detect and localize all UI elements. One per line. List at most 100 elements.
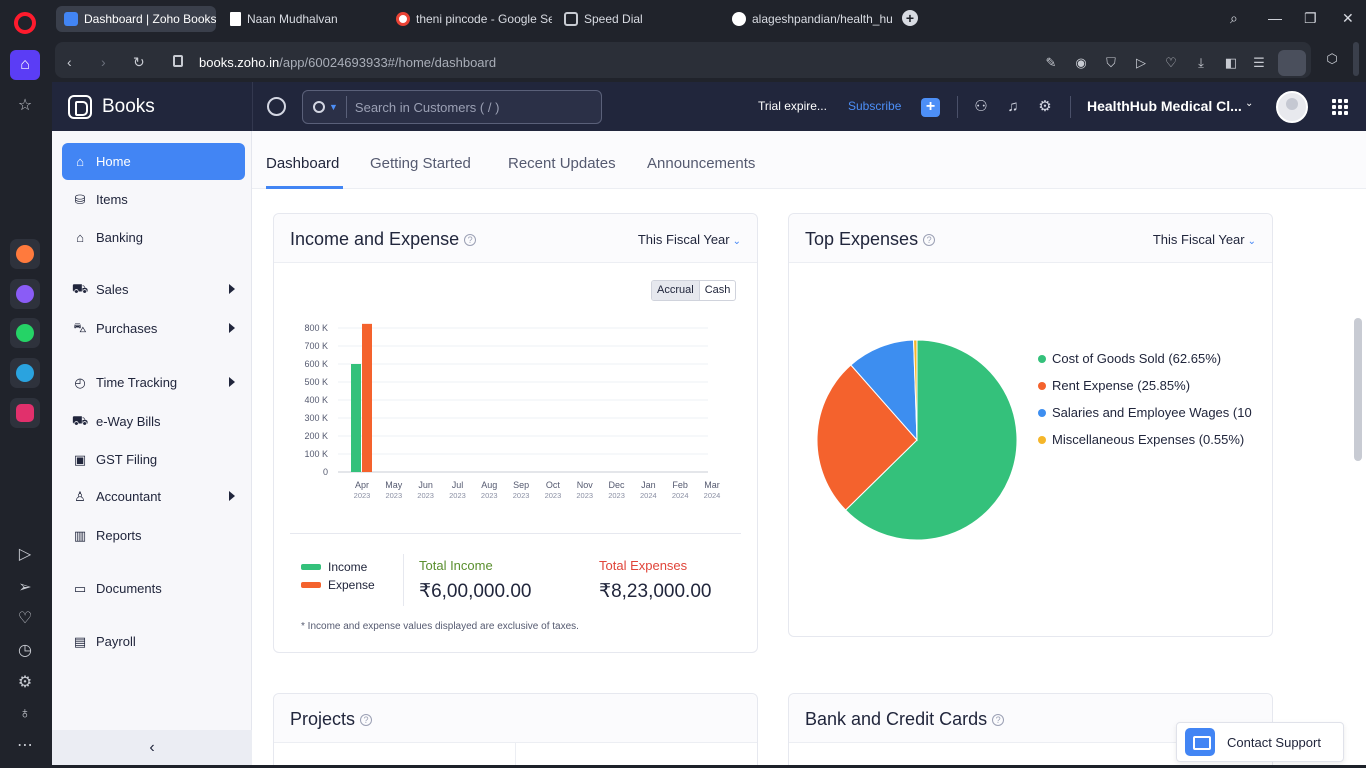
- browser-tab[interactable]: alageshpandian/health_hu: [724, 6, 892, 32]
- sidebar-item-items[interactable]: ⛁ Items: [62, 181, 245, 218]
- instagram-icon[interactable]: [10, 398, 40, 428]
- star-icon[interactable]: ☆: [17, 97, 33, 114]
- pie-legend-item[interactable]: Cost of Goods Sold (62.65%): [1038, 351, 1272, 366]
- settings-icon[interactable]: ⚙: [17, 674, 33, 691]
- search-box[interactable]: ▼: [302, 90, 602, 124]
- close-icon[interactable]: ✕: [1342, 10, 1354, 26]
- messenger-icon[interactable]: [10, 279, 40, 309]
- users-icon[interactable]: ⚇: [974, 98, 988, 115]
- sidebar-item-documents[interactable]: ▭ Documents: [62, 570, 245, 607]
- pie-legend-item[interactable]: Salaries and Employee Wages (10: [1038, 405, 1272, 420]
- sidebar-item-gst-filing[interactable]: ▣ GST Filing: [62, 441, 245, 478]
- chevron-right-icon[interactable]: [229, 377, 235, 387]
- tab-announcements[interactable]: Announcements: [647, 155, 756, 172]
- app-grid-icon[interactable]: [1332, 99, 1348, 115]
- quick-create-button[interactable]: +: [921, 98, 940, 117]
- period-selector[interactable]: This Fiscal Year ⌄: [638, 232, 741, 247]
- bell-icon[interactable]: ♫: [1007, 98, 1019, 115]
- card-header: Top Expenses? This Fiscal Year ⌄: [789, 214, 1272, 263]
- chevron-right-icon[interactable]: [229, 491, 235, 501]
- recent-history-icon[interactable]: [267, 97, 286, 116]
- url-text[interactable]: books.zoho.in/app/60024693933#/home/dash…: [199, 55, 496, 70]
- aria-icon[interactable]: [10, 239, 40, 269]
- chevron-down-icon[interactable]: ▼: [329, 102, 338, 112]
- tab-recent-updates[interactable]: Recent Updates: [508, 155, 616, 172]
- tab-search-icon[interactable]: ⌕: [1230, 10, 1238, 26]
- pie-legend-item[interactable]: Rent Expense (25.85%): [1038, 378, 1272, 393]
- new-tab-icon[interactable]: +: [902, 10, 918, 26]
- avatar[interactable]: [1276, 91, 1308, 123]
- help-icon[interactable]: ?: [923, 234, 936, 246]
- card-title: Bank and Credit Cards?: [805, 709, 1005, 730]
- pie-slice-rent-expense[interactable]: [816, 364, 918, 511]
- send-icon[interactable]: ➢: [18, 579, 32, 596]
- flow-icon[interactable]: ▷: [1136, 55, 1146, 70]
- tab-getting-started[interactable]: Getting Started: [370, 155, 471, 172]
- favorite-icon[interactable]: ♡: [1165, 55, 1177, 70]
- camera-icon[interactable]: ◉: [1075, 55, 1087, 70]
- pie-slice-salaries-and-employee-wages[interactable]: [850, 339, 918, 442]
- speed-dial-icon: [564, 12, 578, 26]
- easy-setup-icon[interactable]: ☰: [1253, 55, 1265, 70]
- sidebar-item-eway-bills[interactable]: ⛟ e-Way Bills: [62, 403, 245, 440]
- organization-name[interactable]: HealthHub Medical Cl...: [1087, 98, 1242, 114]
- lightbulb-icon[interactable]: ♁: [19, 705, 31, 722]
- search-input[interactable]: [346, 99, 587, 115]
- sidebar-item-accountant[interactable]: ♙ Accountant: [62, 478, 245, 515]
- chevron-right-icon[interactable]: [229, 284, 235, 294]
- gear-icon[interactable]: ⚙: [1038, 98, 1052, 115]
- home-icon[interactable]: ⌂: [10, 50, 40, 80]
- pie-legend-item[interactable]: Miscellaneous Expenses (0.55%): [1038, 432, 1272, 447]
- player-icon[interactable]: ▷: [18, 546, 32, 563]
- mail-icon: [1185, 728, 1215, 756]
- browser-tab[interactable]: Speed Dial: [556, 6, 716, 32]
- help-icon[interactable]: ?: [992, 714, 1005, 726]
- forward-icon[interactable]: ›: [101, 54, 106, 70]
- history-icon[interactable]: ◷: [18, 642, 32, 659]
- sidebar-item-sales[interactable]: ⛟ Sales: [62, 271, 245, 308]
- search-icon[interactable]: [313, 101, 325, 113]
- contact-support-button[interactable]: Contact Support: [1176, 722, 1344, 762]
- sidebar-item-payroll[interactable]: ▤ Payroll: [62, 623, 245, 660]
- chevron-down-icon[interactable]: ⌄: [1245, 98, 1254, 109]
- period-selector[interactable]: This Fiscal Year ⌄: [1153, 232, 1256, 247]
- subscribe-link[interactable]: Subscribe: [848, 99, 902, 113]
- whatsapp-icon[interactable]: [10, 318, 40, 348]
- telegram-icon[interactable]: [10, 358, 40, 388]
- share-icon[interactable]: ✎: [1045, 55, 1057, 70]
- help-icon[interactable]: ?: [464, 234, 477, 246]
- minimize-icon[interactable]: —: [1268, 10, 1282, 26]
- sidebar-item-banking[interactable]: ⌂ Banking: [62, 219, 245, 256]
- brand[interactable]: Books: [52, 82, 252, 131]
- address-field[interactable]: ‹ › ↻ books.zoho.in/app/60024693933#/hom…: [55, 42, 1311, 78]
- extensions-icon[interactable]: ⬡: [1326, 51, 1338, 66]
- pie-slice-cost-of-goods-sold[interactable]: [844, 339, 1018, 541]
- sidebar-item-reports[interactable]: ▥ Reports: [62, 517, 245, 554]
- heart-icon[interactable]: ♡: [17, 610, 33, 627]
- tab-dashboard[interactable]: Dashboard: [266, 155, 340, 172]
- help-icon[interactable]: ?: [360, 714, 373, 726]
- collapse-sidebar-button[interactable]: ‹: [52, 730, 252, 765]
- pie-slice-miscellaneous-expenses[interactable]: [913, 339, 918, 441]
- browser-tab[interactable]: theni pincode - Google Se: [388, 6, 552, 32]
- sidebar-item-purchases[interactable]: ⛍ Purchases: [62, 310, 245, 347]
- x-tick-label: Sep: [513, 480, 529, 490]
- reload-icon[interactable]: ↻: [133, 54, 145, 70]
- opera-logo-icon[interactable]: [14, 12, 36, 34]
- back-icon[interactable]: ‹: [67, 54, 72, 70]
- more-icon[interactable]: ⋯: [17, 737, 33, 754]
- download-icon[interactable]: ⤓: [1198, 55, 1204, 70]
- scrollbar[interactable]: [1354, 318, 1362, 461]
- browser-tab[interactable]: Naan Mudhalvan: [222, 6, 382, 32]
- battery-saver-icon[interactable]: ◧: [1224, 55, 1238, 70]
- accrual-toggle[interactable]: Accrual: [652, 281, 700, 300]
- profile-icon[interactable]: [1278, 50, 1306, 76]
- sidebar-item-home[interactable]: ⌂ Home: [62, 143, 245, 180]
- browser-tab[interactable]: Dashboard | Zoho Books: [56, 6, 216, 32]
- shield-icon[interactable]: ⛉: [1106, 55, 1116, 70]
- chevron-right-icon[interactable]: [229, 323, 235, 333]
- cash-toggle[interactable]: Cash: [704, 284, 731, 296]
- sidebar-item-time-tracking[interactable]: ◴ Time Tracking: [62, 364, 245, 401]
- restore-icon[interactable]: ❐: [1304, 10, 1317, 26]
- x-tick-year: 2023: [481, 491, 498, 500]
